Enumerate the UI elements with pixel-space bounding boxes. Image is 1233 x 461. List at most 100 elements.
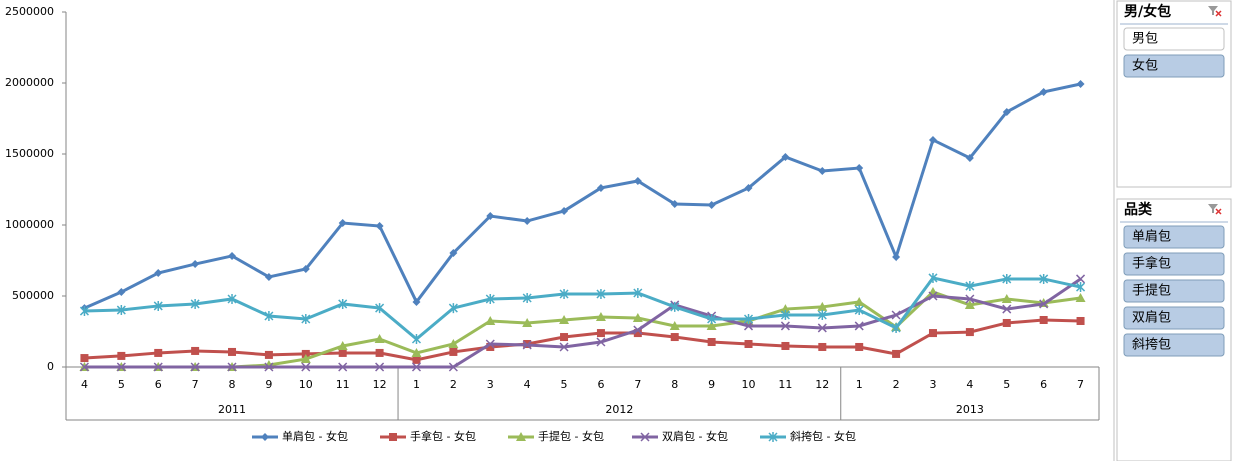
x-tick-label: 4 xyxy=(966,378,973,391)
marker xyxy=(743,314,754,325)
marker xyxy=(1002,107,1011,116)
marker xyxy=(79,362,89,372)
line xyxy=(84,277,1082,369)
marker xyxy=(669,320,680,330)
marker xyxy=(928,329,937,338)
slicer-item-label: 男包 xyxy=(1132,32,1158,47)
legend-label: 单肩包 - 女包 xyxy=(282,429,348,443)
marker xyxy=(1039,315,1048,324)
marker xyxy=(744,339,753,348)
marker xyxy=(412,297,421,306)
x-tick-label: 12 xyxy=(373,378,387,391)
x-tick-label: 11 xyxy=(336,378,350,391)
slicer-button[interactable] xyxy=(1123,279,1225,303)
marker xyxy=(780,304,791,314)
slicer-button[interactable] xyxy=(1123,306,1225,330)
x-tick-label: 12 xyxy=(815,378,829,391)
clear-x xyxy=(1215,208,1222,215)
marker xyxy=(632,313,643,323)
marker xyxy=(116,305,126,316)
slicer-item[interactable]: 女包 xyxy=(1123,54,1225,78)
x-tick-label: 9 xyxy=(708,378,715,391)
slicer-button[interactable] xyxy=(1123,225,1225,249)
marker xyxy=(670,333,679,342)
marker xyxy=(301,314,311,325)
marker xyxy=(338,348,347,357)
marker xyxy=(1002,273,1012,284)
marker xyxy=(1076,79,1085,88)
marker xyxy=(744,183,753,192)
clear-filter-icon[interactable] xyxy=(1208,204,1222,215)
marker xyxy=(818,342,827,351)
y-tick-label: 1000000 xyxy=(5,218,54,231)
x-tick-label: 3 xyxy=(487,378,494,391)
y-tick-label: 1500000 xyxy=(5,147,54,160)
marker xyxy=(449,347,458,356)
marker xyxy=(640,432,650,442)
slicer-button[interactable] xyxy=(1123,54,1225,78)
marker xyxy=(190,298,200,309)
marker xyxy=(892,252,901,261)
x-group-label: 2011 xyxy=(218,403,246,416)
y-tick-label: 2000000 xyxy=(5,76,54,89)
marker xyxy=(768,432,778,442)
marker xyxy=(633,325,643,335)
slicer-item[interactable]: 手拿包 xyxy=(1123,252,1225,276)
x-tick-label: 4 xyxy=(524,378,531,391)
marker xyxy=(854,296,865,306)
marker xyxy=(780,310,790,321)
marker xyxy=(449,248,458,257)
x-tick-label: 1 xyxy=(856,378,863,391)
marker xyxy=(375,348,384,357)
slicer-button[interactable] xyxy=(1123,252,1225,276)
x-tick-label: 5 xyxy=(118,378,125,391)
line xyxy=(83,82,1081,310)
marker xyxy=(1076,282,1086,293)
marker xyxy=(261,433,269,441)
marker xyxy=(818,167,827,176)
marker xyxy=(780,321,790,331)
marker xyxy=(781,152,790,161)
slicer-item[interactable]: 双肩包 xyxy=(1123,306,1225,330)
marker xyxy=(486,212,495,221)
slicer-button[interactable] xyxy=(1123,27,1225,51)
marker xyxy=(1001,293,1012,303)
marker xyxy=(964,299,975,309)
marker xyxy=(301,349,310,358)
slicer-item-label: 女包 xyxy=(1132,58,1158,74)
marker xyxy=(781,341,790,350)
marker xyxy=(928,291,938,301)
marker xyxy=(965,294,975,304)
x-tick-label: 7 xyxy=(1077,378,1084,391)
slicer-item[interactable]: 手提包 xyxy=(1123,279,1225,303)
marker xyxy=(338,219,347,228)
marker xyxy=(80,354,89,363)
series xyxy=(80,315,1085,364)
marker xyxy=(633,288,643,299)
slicer-button[interactable] xyxy=(1123,333,1225,357)
marker xyxy=(1039,87,1048,96)
x-group-label: 2013 xyxy=(956,403,984,416)
marker xyxy=(264,350,273,359)
marker xyxy=(448,338,459,348)
slicer-item[interactable]: 男包 xyxy=(1123,27,1225,51)
slicer-item[interactable]: 斜挎包 xyxy=(1123,333,1225,357)
marker xyxy=(338,298,348,309)
slicer-item-label: 手拿包 xyxy=(1132,256,1171,272)
legend-label: 双肩包 - 女包 xyxy=(662,429,728,443)
marker xyxy=(411,347,422,357)
marker xyxy=(301,265,310,274)
clear-filter-icon[interactable] xyxy=(1208,6,1222,17)
marker xyxy=(965,281,975,292)
line xyxy=(84,276,1081,341)
slicer-item[interactable]: 单肩包 xyxy=(1123,225,1225,249)
x-tick-label: 9 xyxy=(265,378,272,391)
marker xyxy=(1076,274,1086,284)
x-tick-label: 6 xyxy=(155,378,162,391)
marker xyxy=(670,301,680,312)
marker xyxy=(596,289,606,300)
x-tick-label: 11 xyxy=(778,378,792,391)
marker xyxy=(892,349,901,358)
marker xyxy=(560,333,569,342)
